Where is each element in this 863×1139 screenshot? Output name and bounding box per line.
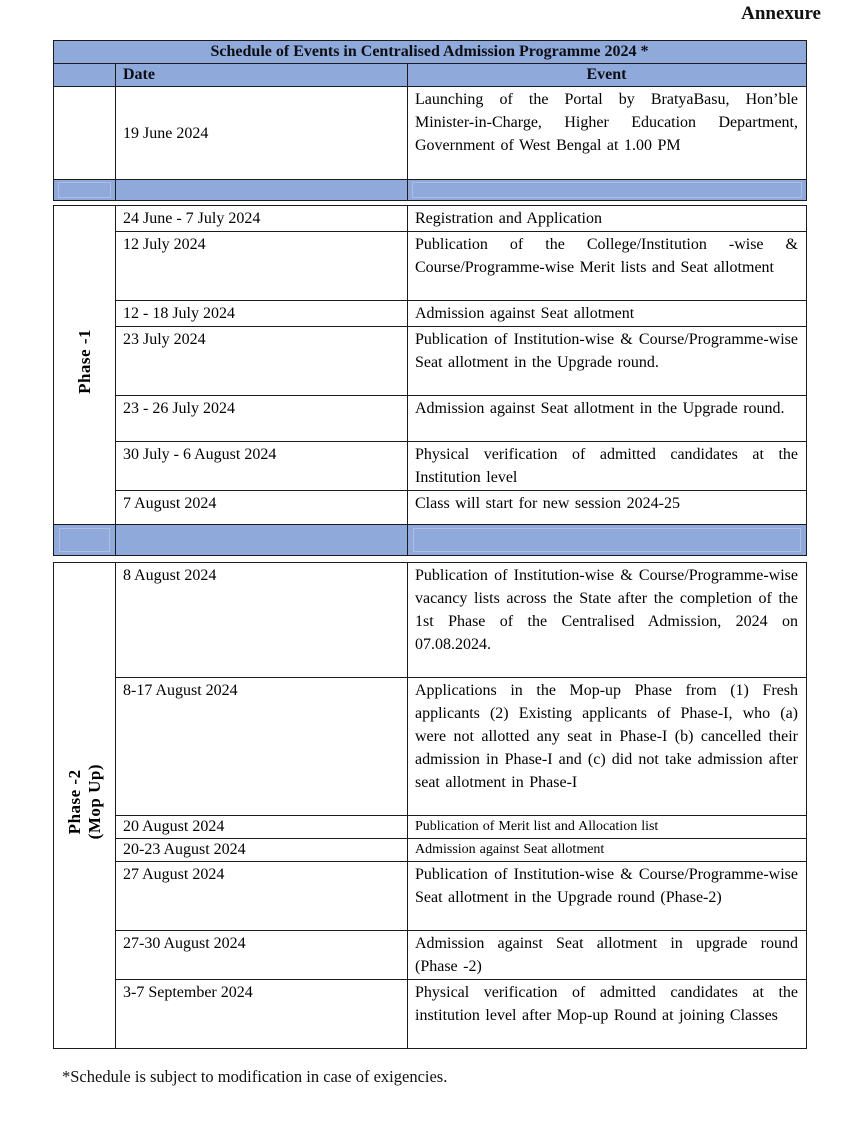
date-cell: 27-30 August 2024 [115, 930, 408, 980]
event-cell: Admission against Seat allotment in upgr… [407, 930, 807, 980]
phase1-label: Phase -1 [74, 329, 94, 394]
event-cell: Physical verification of admitted candid… [407, 979, 807, 1049]
schedule-table: Schedule of Events in Centralised Admiss… [53, 40, 807, 1049]
table-row: 27 August 2024 Publication of Institutio… [54, 861, 807, 931]
table-title-row: Schedule of Events in Centralised Admiss… [53, 40, 807, 64]
separator-cell [115, 524, 408, 556]
table-row: 23 - 26 July 2024 Admission against Seat… [54, 395, 807, 442]
date-cell: 23 July 2024 [115, 326, 408, 396]
phase2-label-cell: Phase -2 (Mop Up) [53, 562, 116, 1049]
date-cell: 12 July 2024 [115, 231, 408, 301]
date-cell: 23 - 26 July 2024 [115, 395, 408, 442]
event-column-header: Event [407, 63, 807, 87]
table-row: Phase -2 (Mop Up) 8 August 2024 Publicati… [53, 562, 807, 1049]
phase-cell-empty [53, 86, 116, 180]
table-row: 8-17 August 2024 Applications in the Mop… [54, 677, 807, 816]
table-row: 12 - 18 July 2024 Admission against Seat… [54, 300, 807, 327]
event-cell: Class will start for new session 2024-25 [407, 490, 807, 525]
table-row: Phase -1 24 June - 7 July 2024 Registrat… [53, 205, 807, 525]
table-row: 12 July 2024 Publication of the College/… [54, 231, 807, 301]
separator-inner-box [412, 182, 802, 198]
table-row: 7 August 2024 Class will start for new s… [54, 490, 807, 525]
table-row: 20-23 August 2024 Admission against Seat… [54, 838, 807, 862]
date-cell: 19 June 2024 [115, 86, 408, 180]
event-cell: Admission against Seat allotment [407, 300, 807, 327]
date-cell: 24 June - 7 July 2024 [115, 205, 408, 232]
table-row: 23 July 2024 Publication of Institution-… [54, 326, 807, 396]
event-cell: Registration and Application [407, 205, 807, 232]
date-cell: 3-7 September 2024 [115, 979, 408, 1049]
separator-inner-box [413, 528, 801, 552]
date-cell: 27 August 2024 [115, 861, 408, 931]
phase1-section: Phase -1 24 June - 7 July 2024 Registrat… [53, 205, 807, 556]
table-row: 3-7 September 2024 Physical verification… [54, 979, 807, 1049]
separator-cell [53, 524, 116, 556]
event-cell: Launching of the Portal by BratyaBasu, H… [407, 86, 807, 180]
date-cell: 20 August 2024 [115, 815, 408, 839]
date-cell: 8-17 August 2024 [115, 677, 408, 816]
annexure-heading: Annexure [741, 3, 821, 24]
table-title: Schedule of Events in Centralised Admiss… [53, 40, 807, 64]
event-cell: Publication of Institution-wise & Course… [407, 326, 807, 396]
table-header-row: Date Event [53, 63, 807, 87]
date-cell: 7 August 2024 [115, 490, 408, 525]
event-cell: Publication of Merit list and Allocation… [407, 815, 807, 839]
separator-row [53, 179, 807, 201]
date-cell: 8 August 2024 [115, 562, 408, 678]
date-cell: 20-23 August 2024 [115, 838, 408, 862]
event-cell: Publication of Institution-wise & Course… [407, 562, 807, 678]
table-row-intro: 19 June 2024 Launching of the Portal by … [53, 86, 807, 180]
separator-cell [53, 179, 116, 201]
table-row: 27-30 August 2024 Admission against Seat… [54, 930, 807, 980]
date-column-header: Date [115, 63, 408, 87]
table-row: 20 August 2024 Publication of Merit list… [54, 815, 807, 839]
separator-cell [115, 179, 408, 201]
phase2-label: Phase -2 (Mop Up) [64, 764, 104, 840]
schedule-footnote: *Schedule is subject to modification in … [62, 1067, 448, 1086]
separator-cell [407, 524, 807, 556]
date-cell: 12 - 18 July 2024 [115, 300, 408, 327]
event-cell: Admission against Seat allotment in the … [407, 395, 807, 442]
phase1-label-cell: Phase -1 [53, 205, 116, 525]
separator-row [53, 524, 807, 556]
event-cell: Publication of the College/Institution -… [407, 231, 807, 301]
table-row: 30 July - 6 August 2024 Physical verific… [54, 441, 807, 491]
event-cell: Admission against Seat allotment [407, 838, 807, 862]
date-cell: 30 July - 6 August 2024 [115, 441, 408, 491]
separator-inner-box [58, 182, 111, 198]
event-cell: Physical verification of admitted candid… [407, 441, 807, 491]
schedule-table-top: Schedule of Events in Centralised Admiss… [53, 40, 807, 201]
phase-column-header [53, 63, 116, 87]
event-cell: Applications in the Mop-up Phase from (1… [407, 677, 807, 816]
separator-inner-box [59, 528, 110, 552]
separator-cell [407, 179, 807, 201]
event-cell: Publication of Institution-wise & Course… [407, 861, 807, 931]
phase2-section: Phase -2 (Mop Up) 8 August 2024 Publicati… [53, 562, 807, 1049]
